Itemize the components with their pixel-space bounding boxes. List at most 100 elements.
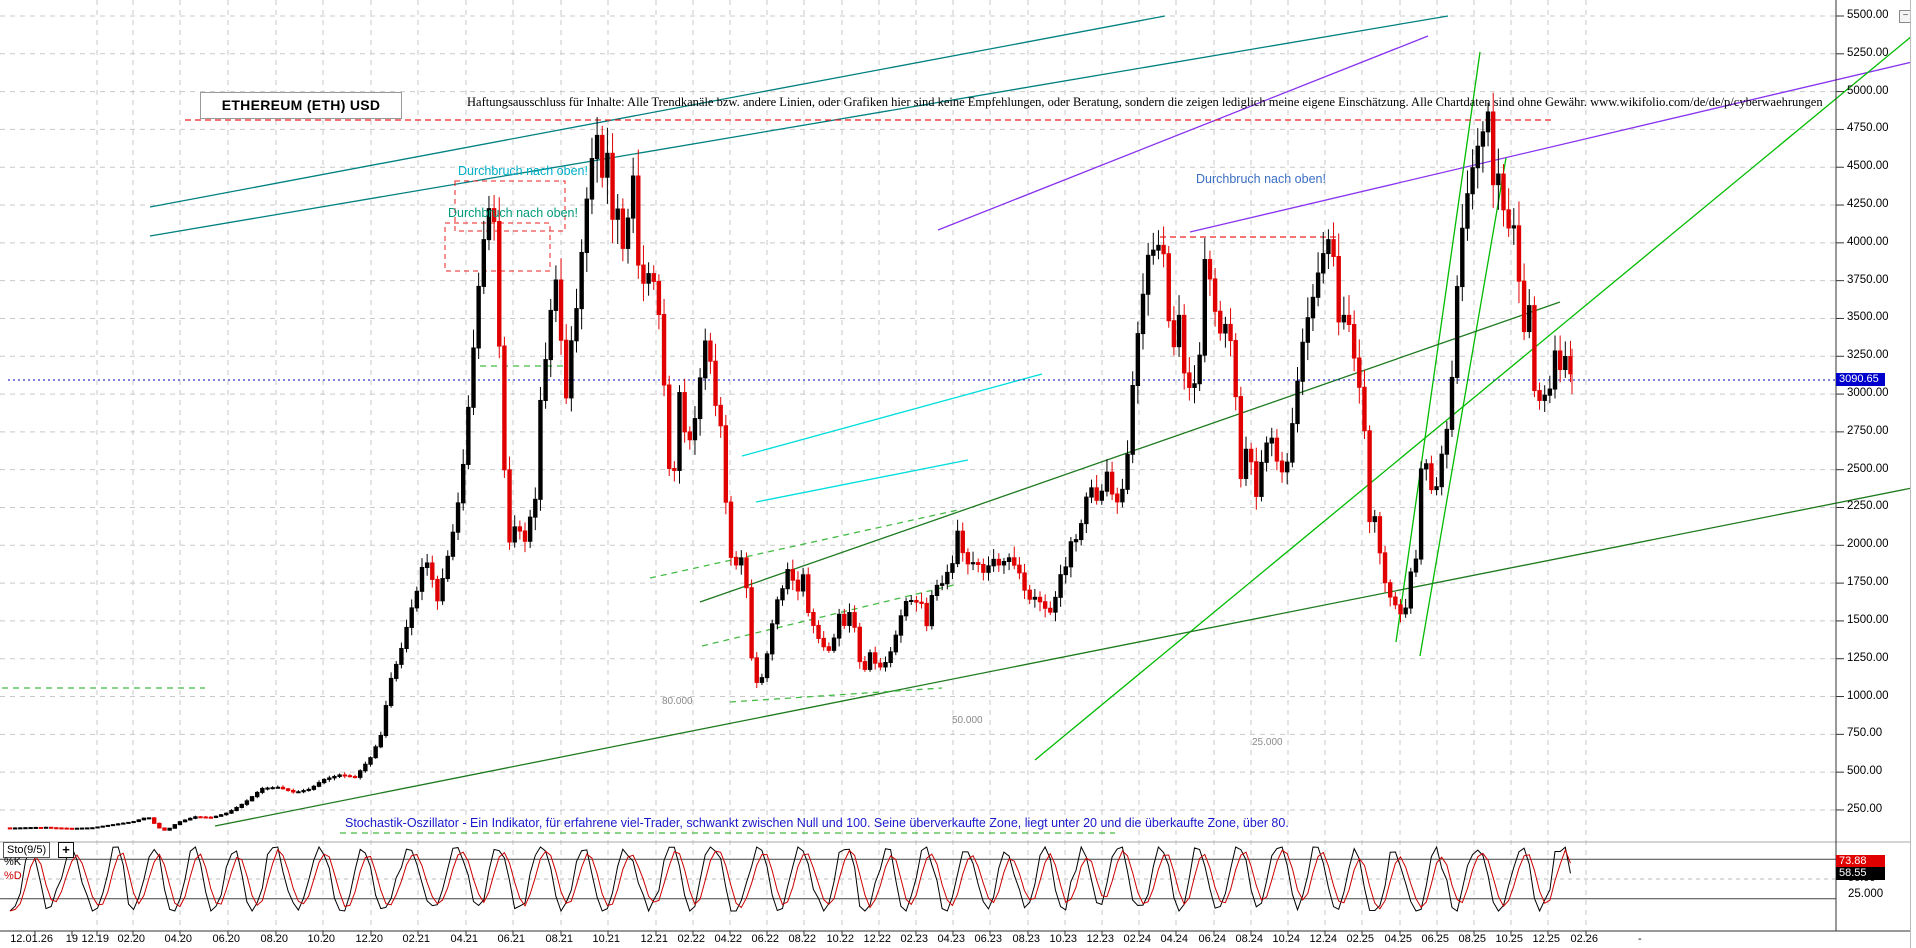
x-tick-label: 10.21: [592, 933, 621, 945]
x-tick-label: 04.23: [937, 933, 966, 945]
x-tick-label: 02.21: [402, 933, 431, 945]
x-tick-label: 08.21: [545, 933, 574, 945]
purple-trend-2: [1189, 61, 1913, 233]
price-tick-label: 2500.00: [1847, 462, 1889, 475]
stochastic-indicator-label[interactable]: Sto(9/5): [3, 842, 51, 858]
right-border-strip: [1910, 0, 1916, 948]
x-tick-label: 10.22: [826, 933, 855, 945]
price-tick-label: 250.00: [1847, 802, 1883, 815]
x-tick-label: 19: [65, 933, 79, 945]
x-tick-label: 02.22: [677, 933, 706, 945]
price-tick-label: 5000.00: [1847, 84, 1889, 97]
price-tick-label: 750.00: [1847, 727, 1883, 740]
x-tick-label: 04.25: [1384, 933, 1413, 945]
x-tick-label: 04.21: [450, 933, 479, 945]
stochastic-description: Stochastik-Oszillator - Ein Indikator, f…: [345, 816, 1289, 830]
x-tick-label: 04.22: [714, 933, 743, 945]
price-tick-label: 1000.00: [1847, 689, 1889, 702]
breakout-box-1: [454, 180, 566, 232]
green-dash-2: [701, 583, 959, 647]
price-tick-label: 500.00: [1847, 765, 1883, 778]
candlesticks-layer: [7, 92, 1573, 831]
stochastic-d-line: [9, 848, 1571, 912]
price-tick-label: 2000.00: [1847, 538, 1889, 551]
stochastic-k-line: [9, 845, 1571, 913]
purple-trend-1: [937, 35, 1429, 231]
x-tick-label: 02.25: [1346, 933, 1375, 945]
x-tick-label: 06.25: [1421, 933, 1450, 945]
price-tick-label: 3750.00: [1847, 273, 1889, 286]
x-tick-label: 08.22: [788, 933, 817, 945]
green-long-diagonal: [1034, 35, 1913, 761]
x-tick-label: 10.24: [1272, 933, 1301, 945]
annotation-breakout-right: Durchbruch nach oben!: [1196, 172, 1326, 186]
green-dash-3: [729, 687, 943, 703]
teal-channel-lower: [149, 15, 1449, 237]
x-tick-label: 08.20: [260, 933, 289, 945]
x-tick-label: 08.25: [1458, 933, 1487, 945]
x-tick-label: 12.22: [863, 933, 892, 945]
price-tick-label: 3000.00: [1847, 387, 1889, 400]
annotation-breakout-upper-left: Durchbruch nach oben!: [458, 164, 588, 178]
stochastic-panel-layer: [0, 841, 1916, 913]
price-tick-label: 4500.00: [1847, 160, 1889, 173]
price-tick-label: 2750.00: [1847, 424, 1889, 437]
x-tick-label: 10.20: [307, 933, 336, 945]
x-tick-label: 12.25: [1532, 933, 1561, 945]
add-indicator-button[interactable]: +: [58, 842, 74, 858]
price-tick-label: 4750.00: [1847, 122, 1889, 135]
price-tick-label: 3500.00: [1847, 311, 1889, 324]
price-tick-label: 5250.00: [1847, 46, 1889, 59]
x-tick-label: 12.24: [1309, 933, 1338, 945]
x-tick-label: 06.21: [497, 933, 526, 945]
level-label-25: 25.000: [1252, 737, 1283, 748]
x-tick-label: 02.23: [900, 933, 929, 945]
trendlines-layer: [2, 15, 1913, 834]
price-tick-label: 4250.00: [1847, 198, 1889, 211]
x-tick-label: 10.25: [1495, 933, 1524, 945]
annotation-breakout-lower-left: Durchbruch nach oben!: [448, 206, 578, 220]
disclaimer-text: Haftungsausschluss für Inhalte: Alle Tre…: [467, 95, 1823, 109]
green-steep-1: [1395, 51, 1481, 643]
x-tick-label: 12.21: [640, 933, 669, 945]
x-tick-label: 02.24: [1123, 933, 1152, 945]
x-tick-label: 02.20: [117, 933, 146, 945]
price-tick-label: 5500.00: [1847, 9, 1889, 21]
price-tick-label: 3250.00: [1847, 349, 1889, 362]
dark-green-mid: [699, 301, 1561, 603]
stochastic-k-badge: 58.55: [1836, 867, 1885, 880]
x-tick-label: 12.01.26: [10, 933, 54, 945]
x-tick-label: 06.22: [751, 933, 780, 945]
green-dash-1: [649, 509, 959, 579]
price-tick-label: 2250.00: [1847, 500, 1889, 513]
price-tick-label: 1250.00: [1847, 651, 1889, 664]
current-price-badge: 3090.65: [1836, 373, 1885, 386]
x-tick-label: 06.24: [1198, 933, 1227, 945]
gridlines-layer: [0, 0, 1836, 931]
x-tick-label: 12.20: [355, 933, 384, 945]
x-tick-label: 08.23: [1012, 933, 1041, 945]
stochastic-d-badge: 73.88: [1836, 855, 1885, 868]
price-tick-label: 4000.00: [1847, 235, 1889, 248]
level-label-50: 50.000: [952, 715, 983, 726]
x-tick-label: 12.23: [1086, 933, 1115, 945]
x-tick-label: 12.19: [81, 933, 110, 945]
price-tick-label: 1750.00: [1847, 576, 1889, 589]
breakout-box-2: [444, 222, 551, 272]
cyan-trend-2: [755, 459, 969, 503]
percent-k-label: %K: [4, 856, 22, 868]
percent-d-label: %D: [4, 870, 22, 882]
stochastic-25-label: 25.000: [1848, 888, 1884, 900]
x-tick-label: 04.24: [1160, 933, 1189, 945]
dark-green-support: [214, 487, 1913, 827]
x-axis-trailing-dash: -: [1638, 933, 1642, 945]
cyan-trend-1: [741, 373, 1043, 457]
x-tick-label: 02.26: [1570, 933, 1599, 945]
teal-channel-upper: [149, 15, 1166, 208]
level-label-80: 80.000: [662, 696, 693, 707]
x-tick-label: 06.20: [212, 933, 241, 945]
x-tick-label: 04.20: [164, 933, 193, 945]
